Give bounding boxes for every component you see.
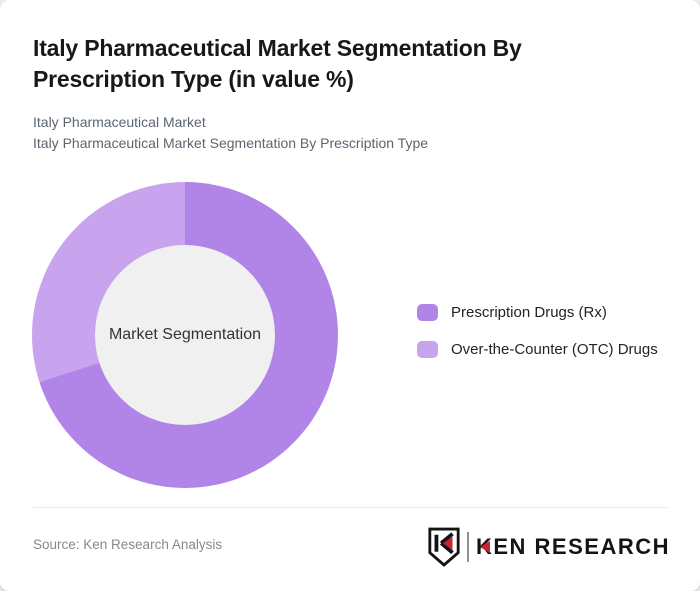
subtitle-line-2: Italy Pharmaceutical Market Segmentation…: [33, 135, 429, 151]
legend-swatch-rx-icon: [417, 304, 438, 321]
legend-swatch-otc-icon: [417, 341, 438, 358]
donut-center-label: Market Segmentation: [108, 326, 262, 343]
logo-separator: [466, 532, 469, 562]
ken-research-shield-icon: [428, 527, 460, 567]
chart-subtitles: Italy Pharmaceutical Market Italy Pharma…: [33, 112, 428, 154]
legend-label-rx: Prescription Drugs (Rx): [451, 304, 607, 321]
legend-item-otc[interactable]: Over-the-Counter (OTC) Drugs: [417, 341, 658, 358]
footer-divider: [33, 507, 667, 508]
donut-center: Market Segmentation: [95, 245, 275, 425]
legend-label-otc: Over-the-Counter (OTC) Drugs: [451, 341, 658, 358]
legend-item-rx[interactable]: Prescription Drugs (Rx): [417, 304, 658, 321]
red-triangle-icon: [480, 541, 491, 553]
source-note: Source: Ken Research Analysis: [33, 537, 223, 552]
ken-research-logo: K EN RESEARCH: [427, 526, 670, 568]
logo-wordmark: K EN RESEARCH: [476, 534, 670, 560]
subtitle-line-1: Italy Pharmaceutical Market: [33, 114, 206, 130]
chart-legend: Prescription Drugs (Rx) Over-the-Counter…: [417, 304, 658, 378]
page-title: Italy Pharmaceutical Market Segmentation…: [33, 35, 522, 92]
logo-rest: EN RESEARCH: [493, 534, 670, 559]
donut-chart[interactable]: Market Segmentation: [32, 182, 338, 488]
